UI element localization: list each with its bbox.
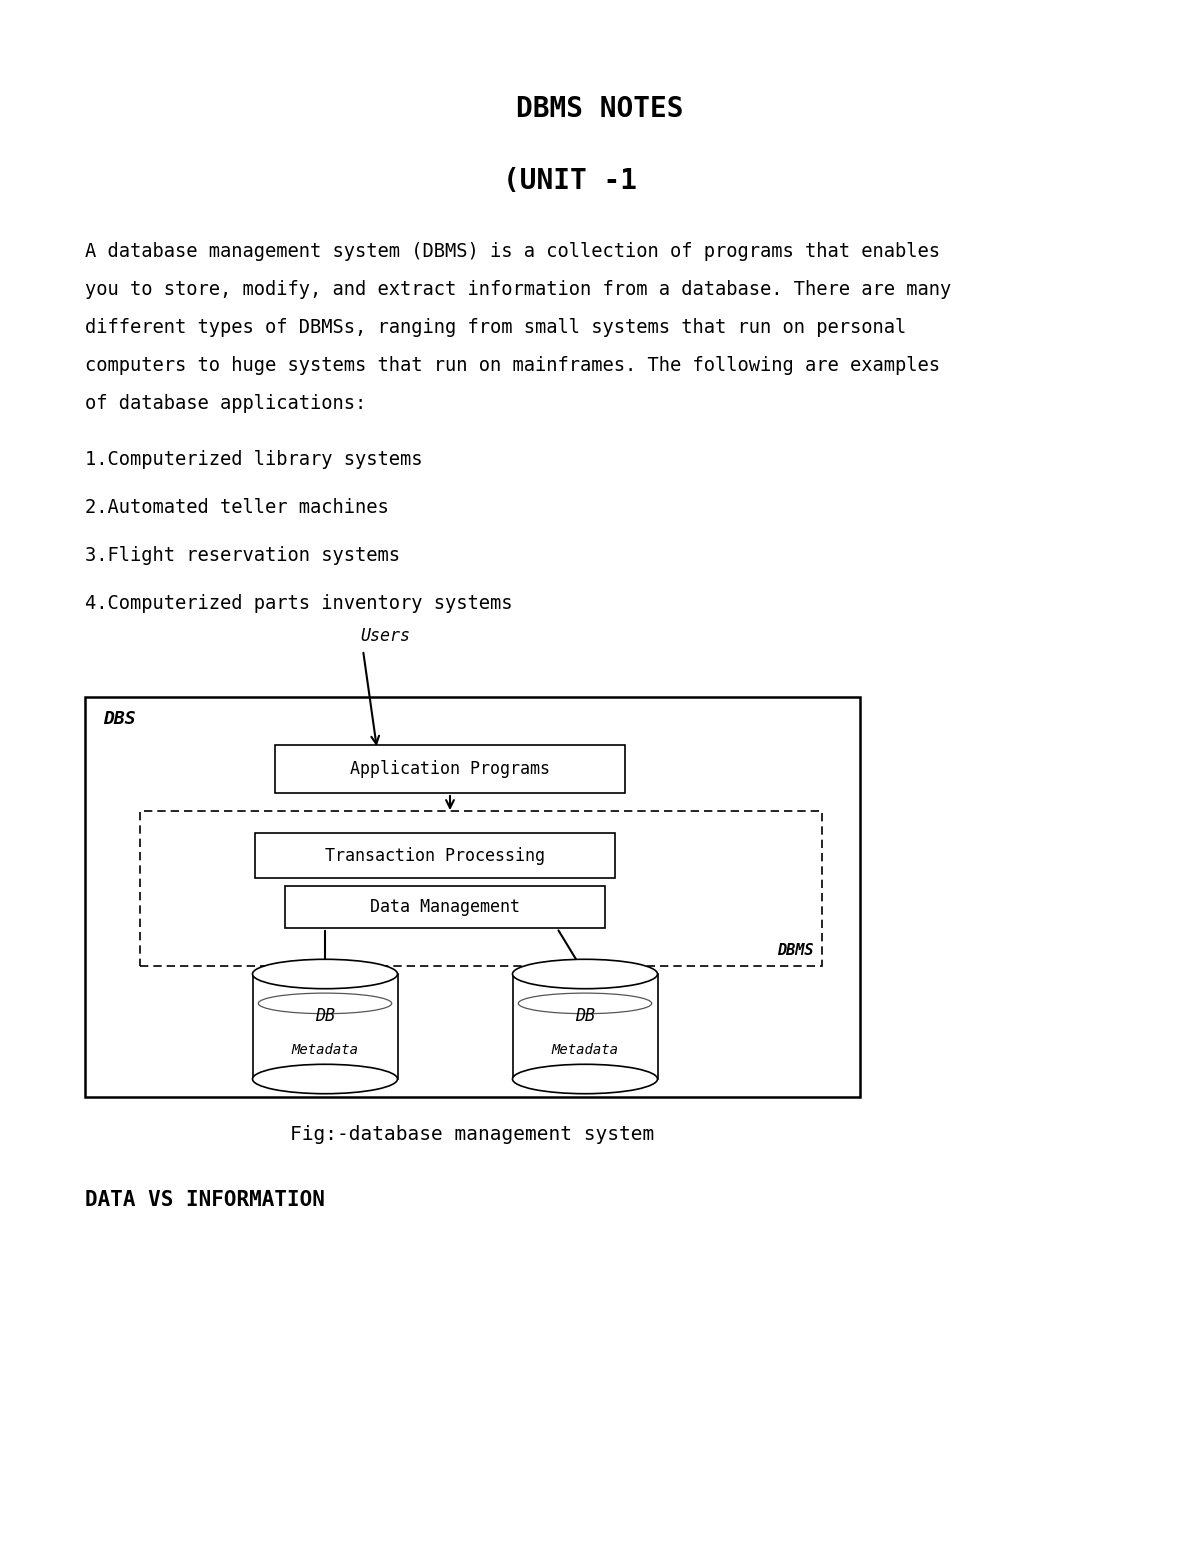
Bar (252, 974, 397, 1079)
Text: Users: Users (360, 627, 410, 644)
Text: Metadata: Metadata (292, 1042, 359, 1056)
Bar (140, 811, 822, 966)
Text: 1.Computerized library systems: 1.Computerized library systems (85, 450, 422, 469)
Text: 3.Flight reservation systems: 3.Flight reservation systems (85, 547, 400, 565)
Ellipse shape (512, 960, 658, 989)
Text: DBMS NOTES: DBMS NOTES (516, 95, 684, 123)
Text: DB: DB (314, 1006, 335, 1025)
Text: DBMS: DBMS (778, 943, 814, 958)
Text: DATA VS INFORMATION: DATA VS INFORMATION (85, 1190, 325, 1210)
Text: Fig:-database management system: Fig:-database management system (290, 1124, 655, 1145)
Text: Data Management: Data Management (370, 898, 520, 916)
Text: Application Programs: Application Programs (350, 759, 550, 778)
Text: Transaction Processing: Transaction Processing (325, 846, 545, 865)
Text: DBS: DBS (103, 710, 136, 728)
Bar (85, 697, 860, 1096)
Ellipse shape (252, 960, 397, 989)
Bar (275, 745, 625, 794)
Text: DB: DB (575, 1006, 595, 1025)
Text: A database management system (DBMS) is a collection of programs that enables: A database management system (DBMS) is a… (85, 242, 940, 261)
Text: different types of DBMSs, ranging from small systems that run on personal: different types of DBMSs, ranging from s… (85, 318, 906, 337)
Ellipse shape (512, 1064, 658, 1093)
Text: 2.Automated teller machines: 2.Automated teller machines (85, 499, 389, 517)
Text: you to store, modify, and extract information from a database. There are many: you to store, modify, and extract inform… (85, 280, 952, 300)
Bar (286, 887, 605, 929)
Text: (UNIT -1: (UNIT -1 (503, 168, 637, 196)
Ellipse shape (252, 1064, 397, 1093)
Text: Metadata: Metadata (552, 1042, 618, 1056)
Text: of database applications:: of database applications: (85, 394, 366, 413)
Text: 4.Computerized parts inventory systems: 4.Computerized parts inventory systems (85, 593, 512, 613)
Bar (512, 974, 658, 1079)
Bar (254, 832, 616, 877)
Text: computers to huge systems that run on mainframes. The following are examples: computers to huge systems that run on ma… (85, 356, 940, 374)
